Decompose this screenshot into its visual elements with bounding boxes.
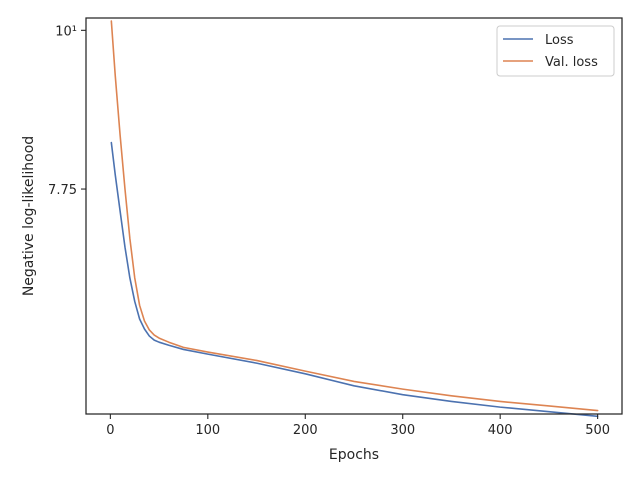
legend: Loss Val. loss bbox=[496, 25, 615, 77]
y-tick-label: 10¹ bbox=[55, 24, 77, 39]
x-tick-label: 400 bbox=[488, 423, 513, 438]
legend-label-val-loss: Val. loss bbox=[545, 55, 598, 70]
x-tick-label: 500 bbox=[585, 423, 610, 438]
series-line-val-loss bbox=[110, 20, 599, 412]
x-tick-label: 0 bbox=[106, 423, 114, 438]
x-axis: 0 100 200 300 400 500 bbox=[106, 414, 610, 438]
legend-label-loss: Loss bbox=[545, 33, 574, 48]
plot-background bbox=[86, 18, 622, 414]
x-tick-label: 200 bbox=[293, 423, 318, 438]
x-axis-label: Epochs bbox=[329, 447, 379, 463]
y-axis: 7.75 10¹ bbox=[48, 24, 86, 198]
plot-frame bbox=[85, 17, 623, 415]
y-tick-label: 7.75 bbox=[48, 183, 77, 198]
x-tick-label: 300 bbox=[390, 423, 415, 438]
series-layer bbox=[110, 20, 599, 418]
y-axis-label: Negative log-likelihood bbox=[21, 136, 37, 296]
x-tick-label: 100 bbox=[195, 423, 220, 438]
series-line-loss bbox=[110, 141, 599, 418]
